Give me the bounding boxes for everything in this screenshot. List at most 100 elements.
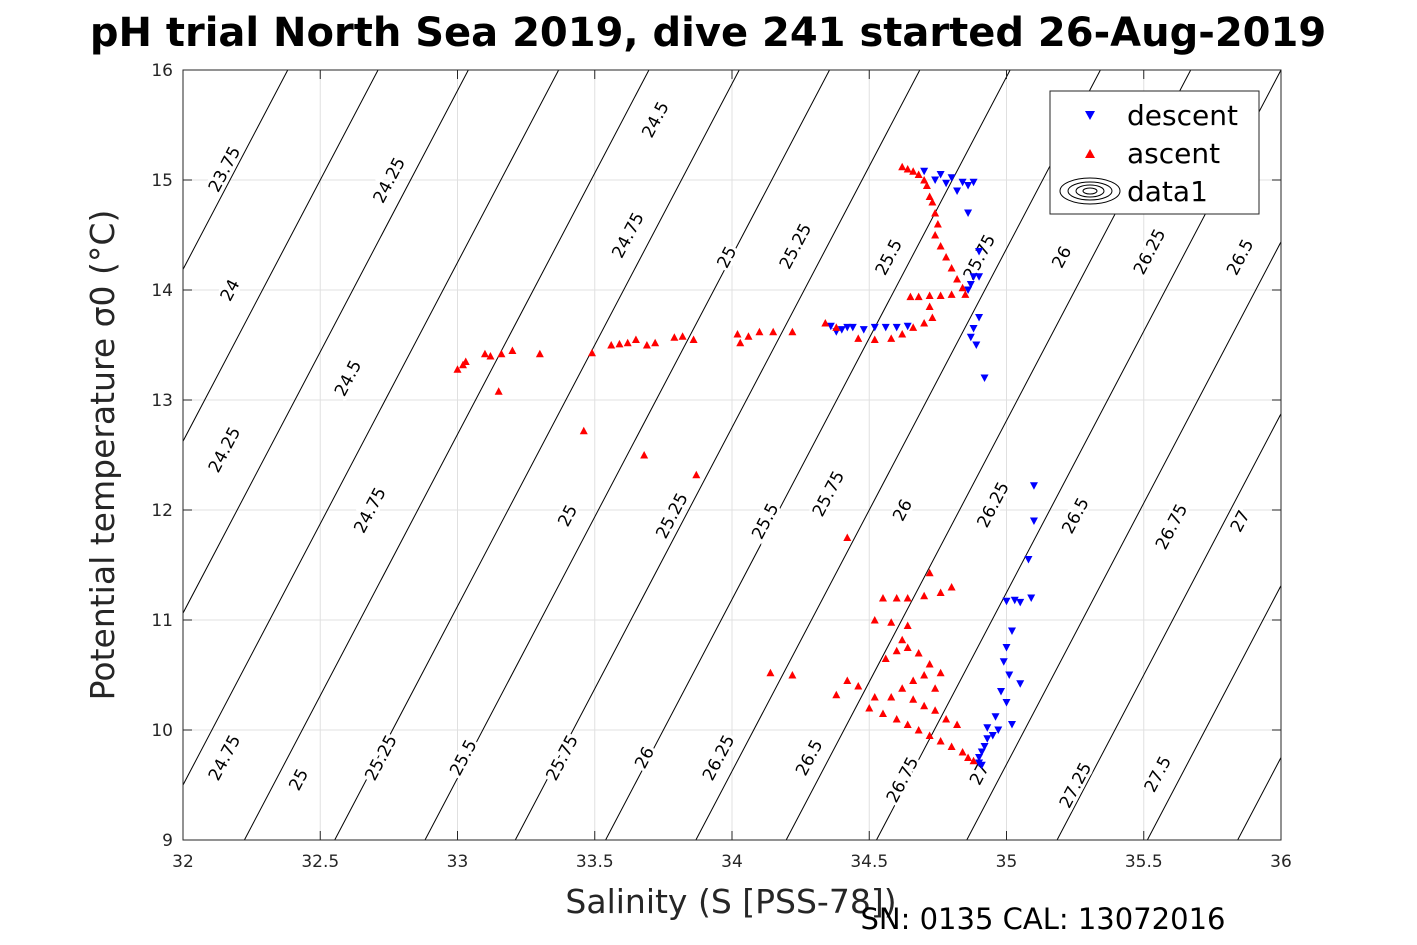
ascent-point [678,332,687,340]
ascent-point [497,349,506,358]
ascent-point [914,170,923,178]
x-tick-label: 33.5 [576,852,614,872]
ascent-point [947,742,956,750]
descent-point [991,713,1000,721]
legend-data1-label: data1 [1127,175,1208,208]
ascent-point [931,209,940,217]
descent-point [966,333,975,342]
descent-point [964,182,973,190]
ascent-point [854,682,863,690]
descent-point [999,658,1008,666]
ascent-point [958,283,967,292]
x-tick-label: 32.5 [301,852,339,872]
ascent-point [870,335,879,343]
ascent-point [931,706,940,714]
ascent-point [736,338,745,347]
ascent-point [920,671,929,679]
ascent-point [953,720,962,728]
ascent-point [920,319,929,327]
ascent-point [909,695,918,703]
ascent-point [881,654,890,662]
ascent-point [843,533,852,541]
descent-point [969,325,978,333]
descent-point [837,326,846,334]
ascent-point [898,635,907,644]
descent-point [983,735,992,743]
descent-point [1002,644,1011,652]
ascent-point [906,292,915,301]
ascent-point [865,704,874,712]
ascent-point [958,748,967,756]
descent-point [870,323,879,332]
legend-ascent-marker [1085,149,1095,158]
descent-point [972,341,981,349]
ascent-point [733,330,742,338]
descent-point [942,179,951,188]
ascent-point [878,709,887,717]
isopycnal-line [183,70,379,443]
ascent-point [942,253,951,261]
isopycnal-line [424,70,830,840]
isopycnal-line [514,70,921,840]
ascent-point [947,290,956,298]
ascent-point [766,668,775,677]
descent-point [892,323,901,332]
x-tick-label: 35.5 [1125,852,1163,872]
ascent-point [936,291,945,299]
legend: descent ascent data1 [1049,90,1260,215]
x-tick-label: 34.5 [850,852,888,872]
descent-point [975,273,984,281]
ascent-point [692,470,701,479]
ascent-point [755,327,764,336]
isopycnal-line [183,70,469,615]
ascent-point [914,649,923,657]
ascent-point [640,451,649,459]
descent-point [975,754,984,762]
calibration-note: SN: 0135 CAL: 13072016 [861,902,1226,936]
isopycnal-line [183,70,560,787]
x-tick-label: 32 [172,852,194,872]
ascent-point [892,594,901,602]
descent-point [997,688,1006,696]
ascent-point [887,693,896,701]
ascent-point [615,339,624,348]
isopycnal-line [966,240,1281,840]
descent-point [1002,597,1011,606]
axis-ticks: 32 32.5 33 33.5 34 34.5 35 35.5 36 9 10 11 12 13 14 15 1… [151,61,1291,872]
descent-point [988,732,997,740]
x-tick-label: 36 [1270,852,1292,872]
ascent-point [947,583,956,591]
isopycnal-line [1056,412,1281,840]
descent-point [1029,517,1038,525]
y-tick-label: 9 [162,831,173,851]
ascent-point [914,726,923,734]
ascent-point [843,676,852,684]
y-tick-label: 13 [151,391,173,411]
ascent-point [909,167,918,175]
descent-point [920,167,929,176]
descent-point [881,323,890,332]
ascent-point [925,192,934,200]
descent-point [947,174,956,182]
y-tick-label: 11 [151,611,173,631]
isopycnal-line [695,70,1101,840]
ascent-point [670,333,679,341]
descent-point [966,281,975,289]
contour-icon [1059,177,1121,205]
ascent-point [928,198,937,206]
ascent-point [942,715,951,723]
isopycnal-line [334,70,740,840]
descent-point [1002,699,1011,707]
descent-point [1016,680,1025,688]
x-tick-label: 34 [721,852,743,872]
y-tick-label: 14 [151,281,173,301]
descent-point [848,323,857,332]
ascent-point [870,693,879,701]
ascent-point [535,349,544,358]
ascent-point [925,302,934,310]
ascent-point [903,594,912,602]
descent-point [969,273,978,281]
ascent-point [903,621,912,629]
descent-point [994,726,1003,734]
